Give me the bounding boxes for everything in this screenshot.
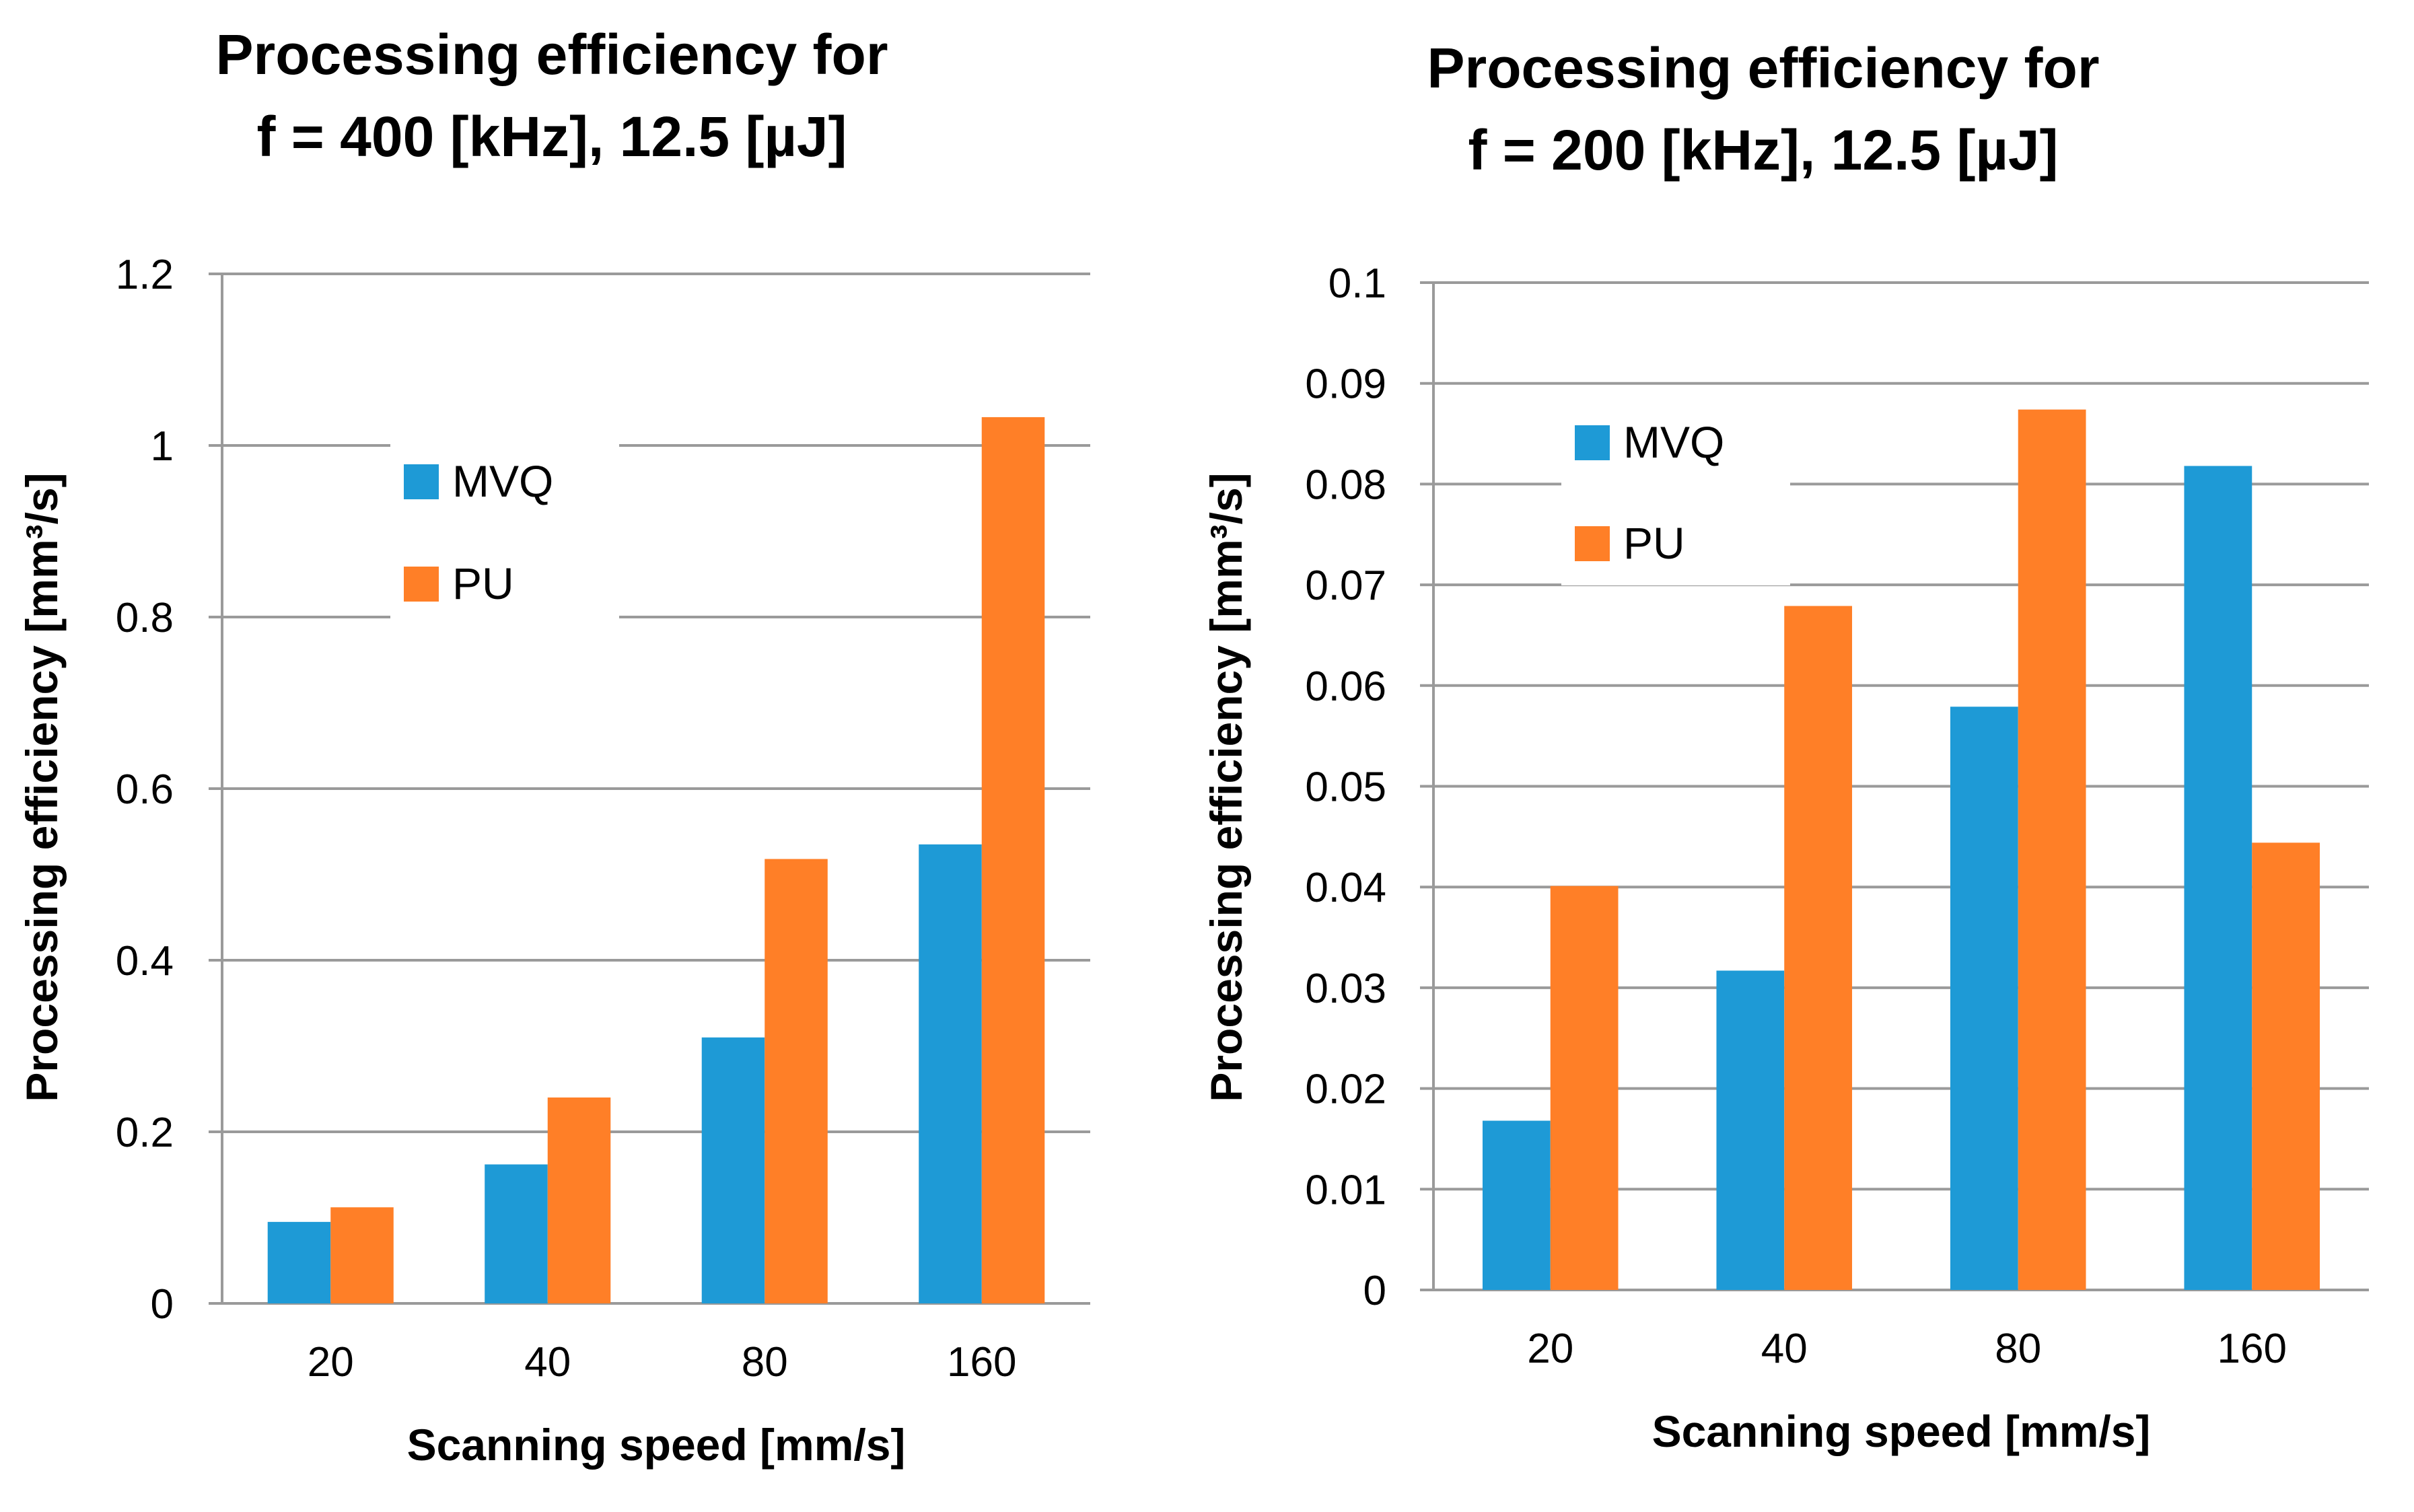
chart-right-legend-swatch-mvq bbox=[1575, 425, 1610, 460]
chart-left-ytick-label: 0 bbox=[151, 1281, 174, 1328]
chart-left-bar-mvq-40 bbox=[485, 1164, 548, 1303]
chart-right-xtick-label: 160 bbox=[2217, 1326, 2287, 1372]
chart-left-title: Processing efficiency for f = 400 [kHz],… bbox=[108, 13, 996, 178]
chart-right-x-axis-title: Scanning speed [mm/s] bbox=[1652, 1406, 2151, 1456]
chart-right-ytick-label: 0.05 bbox=[1305, 764, 1386, 811]
chart-right-ytick-label: 0.02 bbox=[1305, 1067, 1386, 1113]
chart-right-xtick-label: 40 bbox=[1761, 1326, 1808, 1372]
chart-left-ytick-label: 0.8 bbox=[116, 595, 174, 641]
chart-right-legend-swatch-pu bbox=[1575, 526, 1610, 561]
chart-right-ytick-label: 0.03 bbox=[1305, 966, 1386, 1012]
chart-left-bar-pu-40 bbox=[547, 1097, 611, 1303]
chart-right-legend-label-mvq: MVQ bbox=[1623, 417, 1724, 467]
chart-left-legend-label-pu: PU bbox=[452, 559, 514, 608]
chart-right-title-line-2: f = 200 [kHz], 12.5 [µJ] bbox=[1468, 118, 2059, 182]
chart-left-bar-mvq-80 bbox=[701, 1037, 765, 1303]
chart-left-bar-pu-80 bbox=[765, 859, 828, 1303]
chart-left-xtick-label: 20 bbox=[308, 1339, 354, 1385]
chart-left-ytick-label: 0.4 bbox=[116, 938, 174, 984]
chart-right-ytick-label: 0.06 bbox=[1305, 663, 1386, 710]
chart-right-xtick-label: 80 bbox=[1995, 1326, 2041, 1372]
chart-left-x-axis-title: Scanning speed [mm/s] bbox=[407, 1420, 906, 1470]
chart-right-bar-mvq-40 bbox=[1716, 970, 1785, 1290]
chart-left-ytick-label: 1 bbox=[151, 423, 174, 470]
chart-right-ytick-label: 0.09 bbox=[1305, 361, 1386, 408]
chart-right-bar-pu-40 bbox=[1784, 606, 1853, 1290]
chart-left-bar-mvq-160 bbox=[919, 844, 982, 1303]
chart-left-xtick-label: 80 bbox=[742, 1339, 788, 1385]
chart-right-bar-pu-20 bbox=[1550, 886, 1619, 1290]
chart-right-title-line-1: Processing efficiency for bbox=[1427, 36, 2100, 100]
chart-right-ytick-label: 0.04 bbox=[1305, 865, 1386, 911]
chart-left-title-line-1: Processing efficiency for bbox=[215, 23, 888, 86]
chart-left-xtick-label: 40 bbox=[524, 1339, 571, 1385]
chart-left: 0 0.2 0.4 0.6 0.8 1 1.2 20 40 80 160 MVQ PU Scanning … bbox=[0, 0, 1184, 1512]
chart-left-legend-swatch-pu bbox=[404, 567, 439, 602]
chart-left-xtick-label: 160 bbox=[947, 1339, 1016, 1385]
chart-right-ytick-label: 0.08 bbox=[1305, 462, 1386, 508]
chart-left-y-axis-title: Processing efficiency [mm³/s] bbox=[17, 472, 67, 1102]
chart-left-title-line-2: f = 400 [kHz], 12.5 [µJ] bbox=[256, 105, 847, 168]
chart-left-legend-label-mvq: MVQ bbox=[452, 456, 553, 506]
chart-right-y-axis-title: Processing efficiency [mm³/s] bbox=[1201, 472, 1251, 1102]
chart-left-bar-mvq-20 bbox=[267, 1221, 331, 1303]
chart-left-bar-pu-20 bbox=[330, 1207, 394, 1303]
chart-right-xtick-label: 20 bbox=[1527, 1326, 1573, 1372]
chart-right-ytick-label: 0.1 bbox=[1328, 260, 1386, 307]
chart-left-legend-swatch-mvq bbox=[404, 464, 439, 499]
chart-right-ytick-label: 0 bbox=[1363, 1268, 1386, 1314]
chart-left-ytick-label: 0.2 bbox=[116, 1110, 174, 1156]
chart-right-title: Processing efficiency for f = 200 [kHz],… bbox=[1319, 27, 2207, 191]
chart-right-bar-pu-160 bbox=[2252, 842, 2320, 1290]
chart-left-bar-pu-160 bbox=[981, 417, 1045, 1303]
chart-right-legend-label-pu: PU bbox=[1623, 518, 1685, 568]
chart-right-bar-mvq-20 bbox=[1482, 1120, 1551, 1290]
chart-right-bar-mvq-80 bbox=[1950, 707, 2018, 1290]
chart-right: 0 0.01 0.02 0.03 0.04 0.05 0.06 0.07 0.08 0.09 0.1… bbox=[1184, 0, 2414, 1512]
chart-right-ytick-label: 0.07 bbox=[1305, 563, 1386, 609]
chart-right-bar-mvq-160 bbox=[2184, 466, 2252, 1290]
chart-right-svg: 0 0.01 0.02 0.03 0.04 0.05 0.06 0.07 0.08 0.09 0.1… bbox=[1201, 260, 2369, 1456]
chart-left-ytick-label: 0.6 bbox=[116, 766, 174, 813]
chart-left-svg: 0 0.2 0.4 0.6 0.8 1 1.2 20 40 80 160 MVQ PU Scanning … bbox=[17, 252, 1090, 1470]
chart-left-ytick-label: 1.2 bbox=[116, 252, 174, 298]
chart-right-bar-pu-80 bbox=[2018, 409, 2086, 1290]
chart-right-ytick-label: 0.01 bbox=[1305, 1167, 1386, 1213]
